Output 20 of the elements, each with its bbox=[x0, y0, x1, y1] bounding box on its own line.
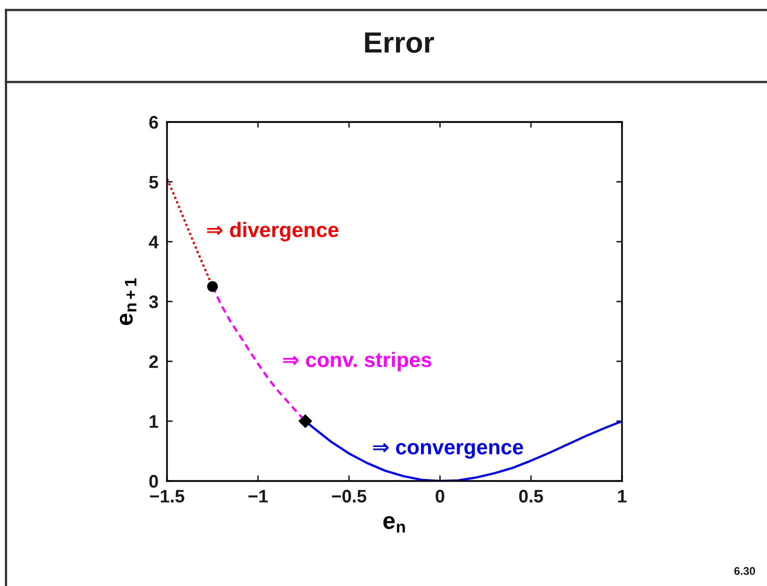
y-axis-title: e$_{n+1}$ bbox=[120, 278, 136, 326]
x-tick-label: 0.5 bbox=[519, 490, 544, 503]
x-tick-label: −1 bbox=[248, 490, 268, 502]
series-label: ⇒ conv. stripes bbox=[283, 352, 432, 372]
chart-title: Error bbox=[365, 32, 434, 53]
y-tick-label: 3 bbox=[149, 295, 158, 308]
x-tick-label: 0 bbox=[436, 490, 444, 503]
text: 6.30 bbox=[734, 567, 756, 575]
x-tick-label: 1 bbox=[618, 490, 627, 502]
y-tick-label: 2 bbox=[149, 355, 158, 368]
y-tick-label: 0 bbox=[149, 474, 158, 488]
series-label: ⇒ divergence bbox=[207, 222, 338, 242]
y-tick-label: 6 bbox=[149, 116, 158, 129]
y-tick-label: 4 bbox=[148, 236, 159, 248]
y-tick-label: 5 bbox=[149, 176, 158, 189]
x-tick-label: −0.5 bbox=[332, 490, 366, 503]
x-tick-label: −1.5 bbox=[150, 490, 184, 503]
x-axis-title: e$_{n}$ bbox=[383, 516, 405, 533]
y-tick-label: 1 bbox=[150, 415, 158, 428]
series-label: ⇒ convergence bbox=[373, 443, 524, 459]
